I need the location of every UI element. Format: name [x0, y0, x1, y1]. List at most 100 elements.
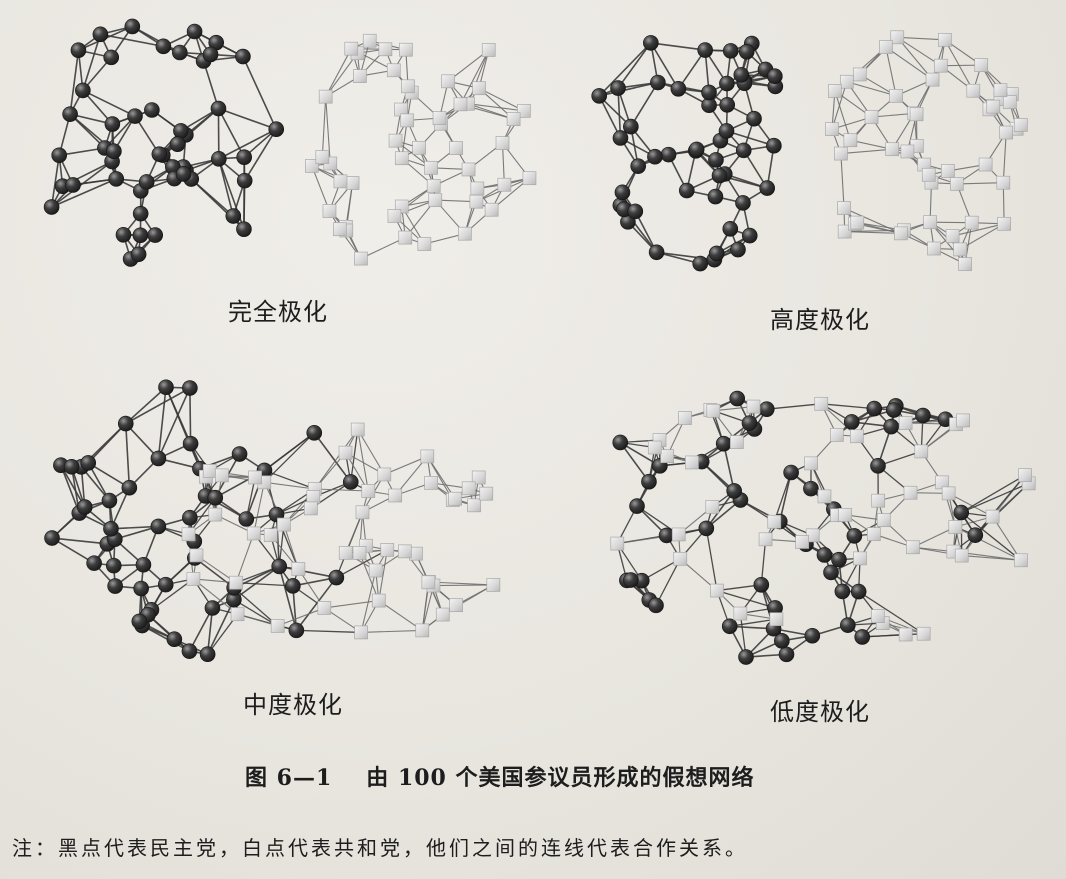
republican-node [361, 484, 376, 498]
democrat-node [774, 633, 790, 649]
collaboration-edge [459, 49, 490, 105]
collaboration-edge [677, 49, 706, 90]
democrat-node [92, 26, 109, 43]
republican-node [938, 32, 952, 47]
collaboration-edge [242, 56, 277, 130]
collaboration-edge [912, 526, 956, 548]
democrat-node [741, 415, 758, 431]
democrat-node [158, 379, 174, 396]
collaboration-edge [974, 474, 1026, 536]
collaboration-edge [313, 432, 352, 483]
republican-node [871, 493, 886, 508]
collaboration-edge [189, 388, 192, 444]
collaboration-edge [131, 25, 181, 54]
democrat-node [204, 600, 221, 616]
democrat-node [722, 43, 739, 59]
republican-node [710, 583, 724, 598]
republican-node [362, 33, 377, 48]
collaboration-edge [722, 443, 735, 492]
republican-node [834, 146, 848, 161]
republican-node [879, 40, 893, 54]
collaboration-edge [51, 178, 117, 208]
republican-node [817, 489, 832, 504]
democrat-node [135, 556, 152, 573]
democrat-node [866, 400, 883, 417]
republican-node [890, 30, 905, 45]
republican-node [852, 67, 867, 82]
democrat-node [166, 631, 183, 648]
democrat-node [181, 643, 198, 659]
republican-node [315, 150, 330, 164]
democrat-node [953, 504, 970, 521]
republican-node [246, 526, 261, 541]
collaboration-edge [617, 88, 622, 139]
republican-node [399, 42, 413, 57]
collaboration-edge [834, 90, 851, 141]
democrat-node [182, 435, 199, 452]
collaboration-edge [188, 607, 214, 652]
republican-node [352, 546, 367, 560]
democrat-node [207, 489, 224, 506]
collaboration-edge [378, 600, 423, 631]
collaboration-edge [426, 456, 456, 500]
network-nodes [43, 18, 537, 267]
democrat-node [647, 148, 663, 165]
republican-node [448, 491, 462, 506]
collaboration-edge [125, 423, 159, 459]
democrat-node [63, 458, 80, 475]
republican-node [978, 157, 993, 172]
democrat-node [711, 167, 728, 184]
democrat-node [870, 458, 886, 474]
collaboration-edge [843, 207, 902, 234]
republican-node [467, 498, 481, 513]
republican-node [388, 488, 403, 503]
democrat-node [767, 68, 783, 85]
collaboration-edge [858, 591, 925, 635]
democrat-node [306, 425, 323, 441]
democrat-node [658, 527, 675, 544]
republican-node [522, 171, 537, 186]
democrat-node [172, 44, 188, 61]
collaboration-edge [992, 516, 1022, 561]
democrat-node [612, 130, 629, 146]
collaboration-edge [87, 462, 130, 489]
collaboration-edge [124, 423, 131, 488]
republican-node [371, 593, 386, 608]
democrat-node [236, 172, 253, 189]
republican-node [317, 601, 332, 615]
republican-node [470, 181, 485, 196]
collaboration-edge [69, 50, 80, 115]
democrat-node [130, 246, 147, 263]
democrat-node [719, 97, 736, 113]
collaboration-edge [960, 512, 1022, 561]
democrat-node [169, 136, 186, 152]
collaboration-edge [324, 600, 379, 609]
republican-node [386, 63, 401, 78]
collaboration-edge [630, 82, 659, 128]
republican-node [397, 544, 412, 559]
collaboration-edge [360, 237, 406, 260]
republican-node [948, 520, 963, 534]
democrat-node [62, 106, 78, 122]
democrat-node [591, 88, 608, 104]
collaboration-edge [959, 223, 1005, 250]
democrat-node [843, 414, 860, 430]
collaboration-edge [885, 46, 897, 96]
collaboration-edge [60, 464, 86, 508]
democrat-node [175, 166, 192, 182]
democrat-node [915, 407, 931, 424]
republican-node [673, 551, 688, 566]
republican-node [974, 58, 989, 72]
republican-node [449, 141, 463, 155]
republican-node [344, 41, 359, 56]
collaboration-edge [264, 481, 315, 490]
collaboration-edge [840, 153, 845, 209]
republican-node [412, 140, 426, 155]
collaboration-edge [501, 143, 505, 185]
collaboration-edge [619, 441, 650, 483]
collaboration-edge [948, 492, 993, 518]
democrat-node [182, 380, 198, 396]
republican-node [916, 626, 931, 641]
democrat-node [629, 498, 645, 514]
republican-node [997, 216, 1011, 231]
